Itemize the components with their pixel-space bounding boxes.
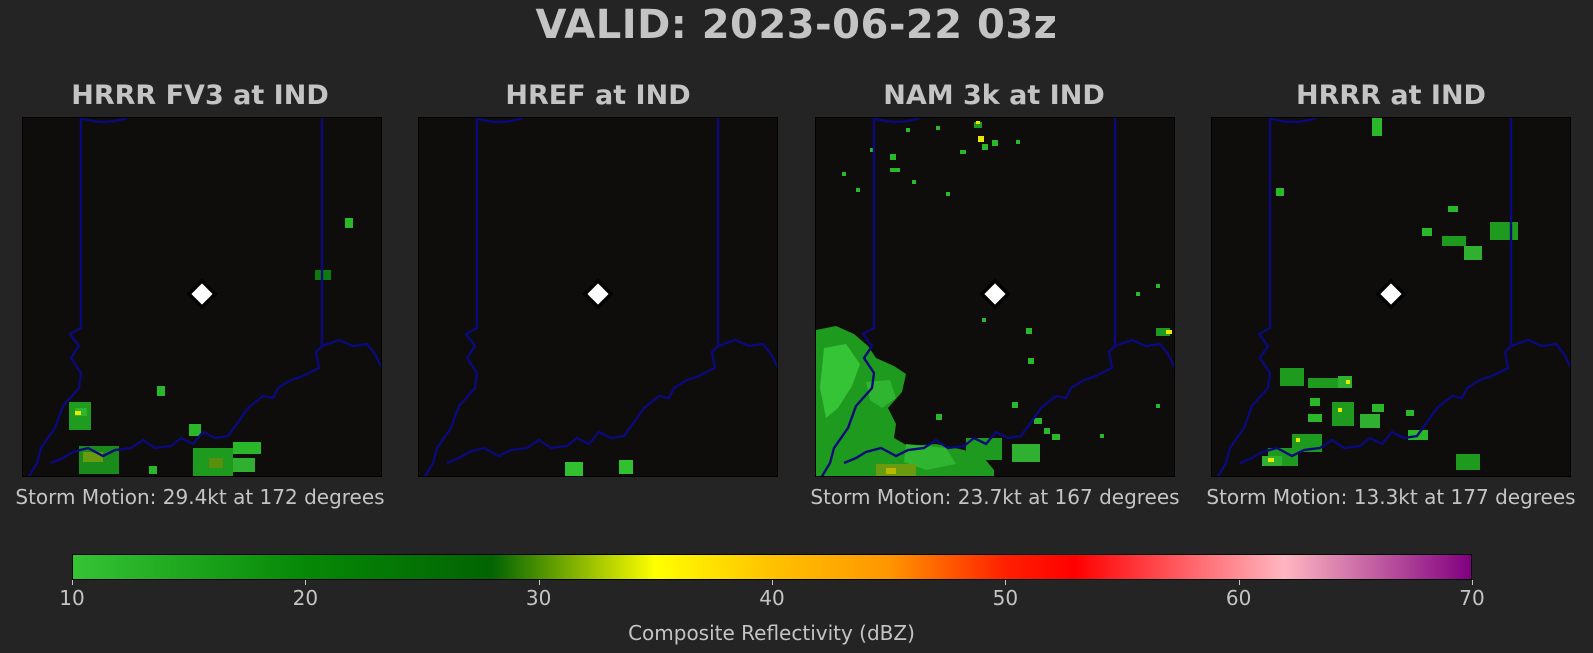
storm-motion-nam-3k: Storm Motion: 23.7kt at 167 degrees [810,485,1180,509]
map-canvas [27,118,381,476]
map-href[interactable] [418,117,778,477]
colorbar-tick-label: 60 [1225,586,1252,610]
panel-title-nam-3k: NAM 3k at IND [883,80,1105,111]
map-canvas [816,118,1174,476]
colorbar-tick-mark [772,580,773,585]
reflectivity-cells [816,121,1172,476]
panel-title-href: HREF at IND [505,80,691,111]
map-nam-3k[interactable] [815,117,1175,477]
storm-motion-hrrr-fv3: Storm Motion: 29.4kt at 172 degrees [15,485,385,509]
state-borders [1216,118,1570,476]
colorbar-tick-label: 30 [525,586,552,610]
reflectivity-colorbar [72,554,1472,580]
colorbar-tick-label: 50 [992,586,1019,610]
state-borders [820,118,1174,476]
state-borders [423,118,777,476]
colorbar-tick-label: 20 [292,586,319,610]
figure-title: VALID: 2023-06-22 03z [535,2,1058,48]
colorbar-tick-mark [538,580,540,585]
colorbar-tick-mark [72,580,73,585]
colorbar-tick-mark [1005,580,1007,585]
station-marker-icon [1375,278,1407,310]
colorbar-tick-label: 10 [59,586,85,610]
panel-title-hrrr-fv3: HRRR FV3 at IND [71,80,329,111]
map-hrrr[interactable] [1211,117,1571,477]
colorbar-label: Composite Reflectivity (dBZ) [628,621,915,645]
station-marker-icon [582,278,614,310]
colorbar-tick-label: 40 [759,586,785,610]
map-hrrr-fv3[interactable] [22,117,382,477]
colorbar-tick-mark [1238,580,1240,585]
colorbar-tick-label: 70 [1459,586,1485,610]
panel-title-hrrr: HRRR at IND [1296,80,1486,111]
station-marker-icon [979,278,1011,310]
map-canvas [423,118,777,476]
map-canvas [1216,118,1570,476]
reflectivity-cells [69,218,353,476]
storm-motion-hrrr: Storm Motion: 13.3kt at 177 degrees [1206,485,1576,509]
reflectivity-cells [565,460,633,476]
colorbar-tick-mark [1472,580,1473,585]
station-marker-icon [186,278,218,310]
state-borders [27,118,381,476]
colorbar-tick-mark [305,580,307,585]
